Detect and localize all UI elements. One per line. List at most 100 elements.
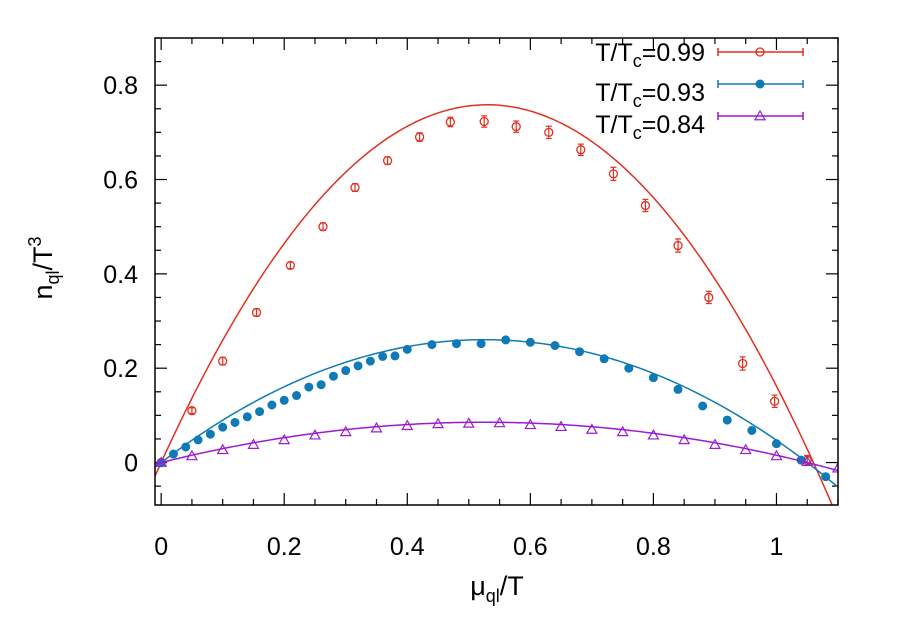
- data-point: [353, 361, 363, 371]
- x-tick-label: 0.8: [636, 533, 671, 561]
- data-point: [501, 335, 511, 345]
- data-point: [624, 363, 634, 373]
- data-point: [255, 407, 265, 417]
- legend-label: T/Tc=0.99: [595, 39, 705, 71]
- data-point: [251, 307, 262, 318]
- data-point: [218, 422, 228, 432]
- data-point: [401, 419, 414, 431]
- data-point: [476, 339, 486, 349]
- data-point: [747, 425, 757, 435]
- data-point: [550, 341, 560, 351]
- data-point: [575, 347, 585, 357]
- data-point: [616, 425, 629, 437]
- series-fit-line: [155, 338, 838, 489]
- data-point: [673, 384, 683, 394]
- y-tick-label: 0.8: [103, 72, 138, 100]
- data-point: [292, 391, 302, 401]
- series: [155, 416, 838, 473]
- data-point: [285, 260, 296, 271]
- x-axis-label: μql/T: [470, 571, 524, 606]
- data-point: [771, 439, 781, 449]
- data-point: [647, 428, 660, 440]
- data-point: [445, 117, 456, 127]
- data-point: [801, 455, 814, 466]
- y-tick-label: 0.2: [103, 355, 138, 383]
- data-point: [555, 420, 568, 432]
- data-point: [185, 449, 198, 461]
- data-point: [181, 442, 191, 452]
- data-point: [370, 421, 383, 433]
- data-point: [308, 428, 322, 440]
- data-point: [511, 122, 521, 132]
- data-point: [378, 351, 388, 361]
- data-point: [708, 438, 721, 449]
- data-point: [755, 47, 765, 57]
- series-fit-line: [155, 421, 838, 472]
- data-point: [279, 395, 289, 405]
- data-point: [168, 449, 178, 459]
- data-point: [576, 145, 586, 155]
- data-point: [350, 182, 360, 193]
- data-point: [414, 132, 425, 142]
- legend-sample: [717, 109, 804, 121]
- data-point: [432, 417, 445, 429]
- y-tick-label: 0: [124, 450, 138, 478]
- data-point: [267, 400, 277, 410]
- data-point: [493, 416, 506, 428]
- data-point: [452, 339, 462, 349]
- data-point: [722, 415, 732, 425]
- data-point: [382, 155, 393, 166]
- data-point: [341, 366, 351, 376]
- legend-entry: T/Tc=0.84: [595, 109, 804, 143]
- data-point: [479, 116, 489, 127]
- data-point: [278, 433, 291, 445]
- y-tick-label: 0.6: [103, 167, 138, 195]
- data-point: [339, 425, 352, 437]
- y-axis-label: nql/T3: [25, 236, 63, 299]
- legend-entry: T/Tc=0.99: [595, 39, 804, 71]
- data-point: [831, 461, 838, 473]
- data-point: [585, 423, 598, 434]
- x-tick-label: 0.2: [267, 533, 302, 561]
- data-point: [427, 340, 437, 350]
- y-tick-label: 0.4: [103, 261, 138, 289]
- x-tick-label: 0: [154, 533, 168, 561]
- legend-entry: T/Tc=0.93: [595, 79, 804, 111]
- data-point: [524, 418, 537, 430]
- data-point: [155, 456, 168, 467]
- data-point: [247, 438, 260, 449]
- plot-frame: [154, 37, 839, 506]
- data-point: [821, 472, 831, 482]
- data-point: [304, 382, 314, 392]
- data-point: [755, 79, 765, 89]
- legend-sample: [717, 47, 804, 57]
- data-point: [216, 443, 229, 455]
- legend-label: T/Tc=0.93: [595, 79, 705, 111]
- plot-content: [155, 104, 838, 505]
- x-tick-label: 1: [770, 533, 784, 561]
- data-point: [704, 292, 714, 303]
- data-point: [599, 354, 609, 364]
- data-point: [737, 358, 748, 369]
- data-point: [193, 435, 203, 445]
- data-point: [205, 429, 215, 439]
- data-point: [318, 222, 328, 232]
- data-point: [753, 109, 767, 121]
- x-tick-label: 0.6: [513, 533, 548, 561]
- data-point: [328, 371, 338, 381]
- series-fit-line: [155, 104, 834, 505]
- data-point: [242, 412, 252, 422]
- legend-sample: [717, 79, 804, 89]
- data-point: [673, 240, 683, 251]
- data-point: [365, 356, 375, 366]
- data-point: [187, 406, 197, 416]
- data-point: [739, 443, 752, 455]
- data-point: [462, 417, 475, 428]
- data-point: [544, 127, 554, 137]
- data-point: [390, 351, 400, 361]
- data-point: [525, 337, 535, 347]
- data-point: [640, 200, 651, 211]
- data-point: [402, 344, 412, 354]
- data-point: [230, 417, 240, 427]
